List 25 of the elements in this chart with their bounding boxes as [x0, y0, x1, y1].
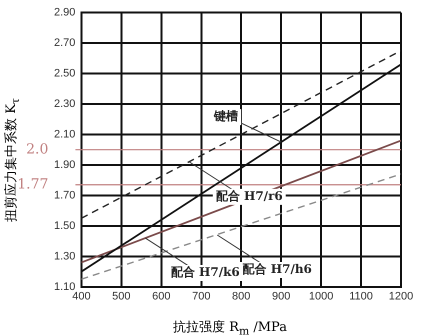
y-tick-label: 1.30	[54, 250, 76, 262]
x-tick-label: 1200	[388, 290, 414, 302]
x-tick-label: 600	[152, 290, 170, 302]
annotation: 配合 H7/h6	[242, 262, 312, 276]
y-tick-label: 1.10	[54, 280, 76, 293]
x-tick-label: 1100	[349, 290, 373, 302]
x-tick-label: 800	[232, 290, 250, 302]
y-tick-label: 2.50	[54, 68, 76, 80]
annotation: 键槽	[213, 109, 238, 124]
x-tick-label: 900	[272, 290, 290, 302]
y-tick-label: 2.10	[54, 128, 76, 140]
x-axis-title: 抗拉强度 R$_{m}$ /MPa	[173, 319, 287, 336]
x-tick-label: 500	[112, 290, 131, 302]
y-tick-label: 1.70	[54, 189, 76, 202]
y-tick-label: 2.90	[54, 6, 76, 19]
ref-line-label: 2.0	[26, 141, 48, 158]
y-tick-label: 1.90	[54, 158, 76, 171]
y-tick-label: 2.30	[54, 98, 76, 110]
x-tick-label: 1000	[308, 290, 334, 302]
x-tick-label: 700	[192, 290, 210, 302]
y-tick-label: 1.50	[54, 220, 76, 232]
y-tick-label: 2.70	[54, 37, 76, 50]
annotation: 配合 H7/k6	[170, 265, 240, 280]
annotation: 配合 H7/r6	[216, 189, 283, 204]
x-tick-label: 400	[72, 290, 91, 302]
